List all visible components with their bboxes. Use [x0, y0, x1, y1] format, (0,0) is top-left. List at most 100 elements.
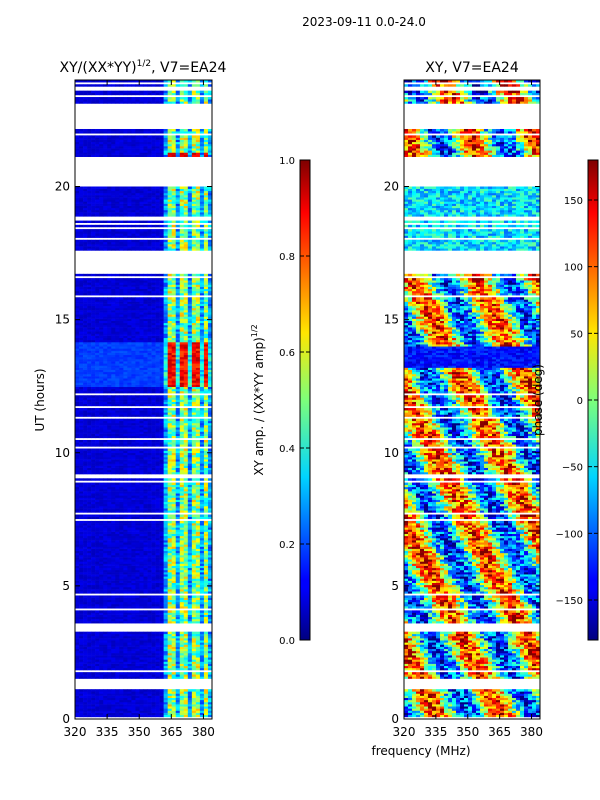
heat-cell [91, 399, 96, 402]
heat-cell [167, 689, 173, 692]
heat-cell [83, 486, 88, 490]
heat-cell [159, 565, 164, 569]
heat-cell [155, 529, 160, 532]
heat-cell [91, 365, 96, 368]
heat-cell [199, 565, 205, 569]
heat-cell [99, 457, 104, 460]
heat-cell [147, 569, 152, 573]
heat-cell [187, 616, 193, 620]
heat-cell [195, 395, 201, 398]
heat-cell [139, 638, 144, 641]
heat-cell [103, 508, 108, 511]
heat-cell [159, 557, 164, 560]
heat-cell [147, 601, 152, 605]
heat-cell [107, 591, 112, 594]
heat-cell [143, 648, 148, 652]
heat-cell [115, 569, 120, 573]
heat-cell [171, 503, 177, 507]
heat-cell [131, 399, 136, 402]
heat-cell [163, 631, 168, 635]
heat-cell [107, 397, 112, 400]
heat-cell [127, 471, 132, 475]
heat-cell [147, 450, 152, 454]
heat-cell [167, 523, 173, 526]
heat-cell [119, 461, 124, 464]
heat-cell [107, 516, 112, 520]
heat-cell [183, 408, 189, 411]
heat-cell [199, 410, 205, 413]
heat-cell [75, 561, 80, 564]
heat-cell [91, 582, 96, 586]
heat-cell [135, 693, 140, 696]
heat-cell [167, 531, 173, 534]
heat-cell [179, 542, 185, 545]
heat-cell [151, 359, 156, 362]
heat-cell [147, 493, 152, 496]
heat-cell [159, 589, 164, 592]
heat-cell [167, 482, 173, 485]
heat-cell [199, 525, 205, 528]
heat-cell [187, 548, 193, 552]
heat-cell [119, 484, 124, 488]
heat-cell [159, 704, 164, 707]
heat-cell [123, 603, 128, 607]
heat-cell [195, 452, 201, 456]
heat-cell [207, 397, 213, 400]
heat-cell [95, 388, 100, 392]
heat-cell [123, 482, 128, 485]
heat-cell [155, 601, 160, 605]
heat-cell [83, 388, 88, 392]
heat-cell [123, 371, 128, 375]
heat-cell [167, 435, 173, 439]
heat-cell [191, 382, 197, 385]
heat-cell [163, 582, 168, 586]
heat-cell [199, 661, 205, 664]
heat-cell [127, 414, 132, 417]
heat-cell [131, 676, 136, 679]
heat-cell [107, 603, 112, 607]
heat-cell [183, 506, 189, 509]
heat-cell [127, 537, 132, 541]
heat-cell [167, 495, 173, 498]
heat-cell [119, 516, 124, 520]
heat-cell [111, 401, 116, 405]
heat-cell [187, 482, 193, 485]
heat-cell [91, 384, 96, 388]
heat-cell [167, 410, 173, 413]
heat-cell [107, 442, 112, 445]
heat-cell [159, 457, 164, 460]
heat-cell [143, 540, 148, 543]
heat-cell [175, 642, 181, 645]
heat-cell [111, 708, 116, 711]
heat-cell [179, 448, 185, 451]
heat-cell [191, 601, 197, 605]
heat-cell [91, 640, 96, 643]
heat-cell [135, 610, 140, 613]
heat-cell [163, 642, 168, 645]
heat-cell [139, 576, 144, 579]
heat-cell [207, 648, 213, 652]
heat-cell [139, 676, 144, 679]
heat-cell [111, 425, 116, 428]
heat-cell [195, 488, 201, 492]
heat-cell [159, 563, 164, 566]
heat-cell [203, 493, 209, 496]
heat-cell [155, 612, 160, 615]
heat-cell [99, 459, 104, 462]
heat-cell [135, 674, 140, 677]
heat-cell [187, 369, 193, 373]
heat-cell [191, 465, 197, 468]
heat-cell [119, 597, 124, 601]
heat-cell [127, 488, 132, 492]
heat-cell [175, 365, 181, 368]
heat-cell [87, 561, 92, 564]
heat-cell [187, 378, 193, 381]
heat-cell [123, 606, 128, 609]
heat-cell [207, 520, 213, 524]
heat-cell [147, 439, 152, 443]
heat-cell [195, 661, 201, 664]
heat-cell [195, 542, 201, 545]
heat-cell [143, 574, 148, 577]
heat-cell [203, 535, 209, 539]
heat-cell [159, 452, 164, 456]
